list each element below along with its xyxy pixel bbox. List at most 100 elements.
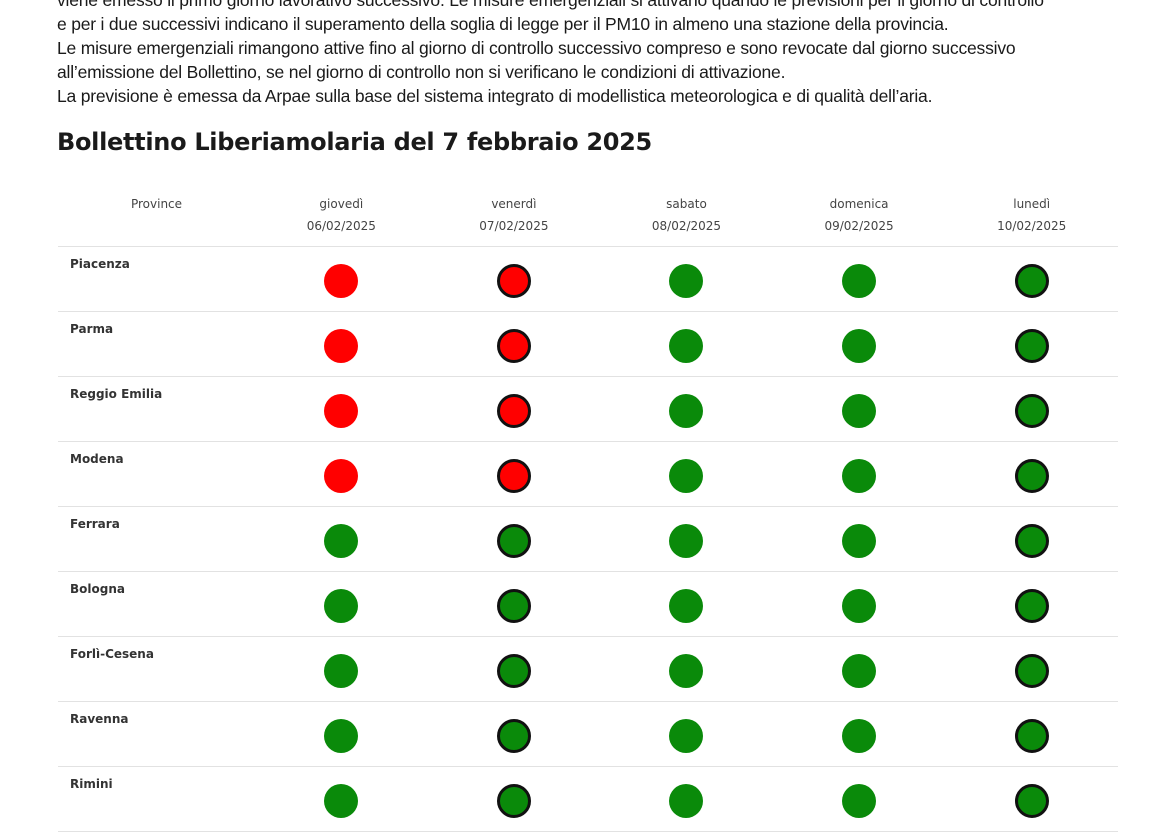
status-cell [427, 441, 601, 507]
status-cell [772, 636, 946, 702]
red-status-dot-icon [496, 328, 531, 363]
status-cell [600, 441, 773, 507]
status-cell [427, 246, 601, 312]
green-status-dot-icon [1014, 523, 1049, 558]
red-status-dot-icon [324, 393, 359, 428]
table-row: Ravenna [58, 701, 1118, 767]
day-name: giovedì [319, 197, 364, 211]
table-row: Forlì-Cesena [58, 636, 1118, 702]
status-cell [600, 311, 773, 377]
province-name: Bologna [58, 571, 255, 637]
province-name: Modena [58, 441, 255, 507]
province-name: Ferrara [58, 506, 255, 572]
status-cell [945, 311, 1118, 377]
day-name: venerdì [491, 197, 537, 211]
green-status-dot-icon [842, 588, 877, 623]
status-cell [772, 701, 946, 767]
status-cell [427, 636, 601, 702]
day-date: 06/02/2025 [306, 219, 376, 233]
status-cell [255, 701, 428, 767]
intro-line: viene emesso il primo giorno lavorativo … [57, 0, 1044, 10]
green-status-dot-icon [1014, 263, 1049, 298]
province-name: Piacenza [58, 246, 255, 312]
green-status-dot-icon [669, 783, 704, 818]
green-status-dot-icon [669, 393, 704, 428]
green-status-dot-icon [1014, 783, 1049, 818]
green-status-dot-icon [324, 653, 359, 688]
status-cell [772, 441, 946, 507]
intro-text: viene emesso il primo giorno lavorativo … [57, 0, 1157, 108]
green-status-dot-icon [842, 523, 877, 558]
status-cell [945, 441, 1118, 507]
status-cell [945, 506, 1118, 572]
green-status-dot-icon [842, 458, 877, 493]
green-status-dot-icon [496, 783, 531, 818]
table-row: Parma [58, 311, 1118, 377]
status-cell [427, 506, 601, 572]
status-cell [945, 766, 1118, 832]
day-name: sabato [666, 197, 707, 211]
status-cell [427, 766, 601, 832]
status-cell [600, 506, 773, 572]
red-status-dot-icon [496, 458, 531, 493]
day-header: lunedì 10/02/2025 [945, 188, 1118, 247]
bulletin-table: Province giovedì 06/02/2025 venerdì 07/02/20… [58, 188, 1118, 832]
status-cell [427, 376, 601, 442]
status-cell [772, 311, 946, 377]
red-status-dot-icon [324, 458, 359, 493]
green-status-dot-icon [842, 718, 877, 753]
status-cell [945, 571, 1118, 637]
status-cell [427, 311, 601, 377]
status-cell [600, 246, 773, 312]
day-header: venerdì 07/02/2025 [428, 188, 601, 247]
status-cell [255, 441, 428, 507]
green-status-dot-icon [669, 653, 704, 688]
green-status-dot-icon [1014, 458, 1049, 493]
green-status-dot-icon [1014, 328, 1049, 363]
page-title: Bollettino Liberiamolaria del 7 febbraio… [57, 128, 652, 156]
status-cell [600, 636, 773, 702]
province-name: Reggio Emilia [58, 376, 255, 442]
red-status-dot-icon [496, 393, 531, 428]
table-row: Ferrara [58, 506, 1118, 572]
green-status-dot-icon [496, 523, 531, 558]
status-cell [772, 246, 946, 312]
green-status-dot-icon [669, 328, 704, 363]
table-row: Bologna [58, 571, 1118, 637]
green-status-dot-icon [324, 588, 359, 623]
day-name: lunedì [1013, 197, 1051, 211]
status-cell [945, 376, 1118, 442]
day-date: 09/02/2025 [824, 219, 894, 233]
green-status-dot-icon [324, 718, 359, 753]
green-status-dot-icon [1014, 653, 1049, 688]
green-status-dot-icon [1014, 718, 1049, 753]
status-cell [427, 571, 601, 637]
day-date: 07/02/2025 [479, 219, 549, 233]
green-status-dot-icon [1014, 588, 1049, 623]
intro-line: La previsione è emessa da Arpae sulla ba… [57, 86, 933, 106]
day-header: sabato 08/02/2025 [600, 188, 773, 247]
province-name: Forlì-Cesena [58, 636, 255, 702]
status-cell [600, 701, 773, 767]
green-status-dot-icon [669, 588, 704, 623]
status-cell [945, 246, 1118, 312]
green-status-dot-icon [842, 783, 877, 818]
day-name: domenica [829, 197, 889, 211]
green-status-dot-icon [669, 718, 704, 753]
green-status-dot-icon [1014, 393, 1049, 428]
status-cell [427, 701, 601, 767]
status-cell [255, 376, 428, 442]
province-name: Rimini [58, 766, 255, 832]
table-row: Rimini [58, 766, 1118, 832]
intro-line: all’emissione del Bollettino, se nel gio… [57, 62, 786, 82]
table-row: Piacenza [58, 246, 1118, 312]
day-header: giovedì 06/02/2025 [255, 188, 428, 247]
province-header: Province [130, 197, 183, 211]
status-cell [600, 766, 773, 832]
green-status-dot-icon [496, 588, 531, 623]
table-row: Modena [58, 441, 1118, 507]
red-status-dot-icon [324, 263, 359, 298]
green-status-dot-icon [669, 523, 704, 558]
province-name: Parma [58, 311, 255, 377]
day-date: 08/02/2025 [651, 219, 722, 233]
